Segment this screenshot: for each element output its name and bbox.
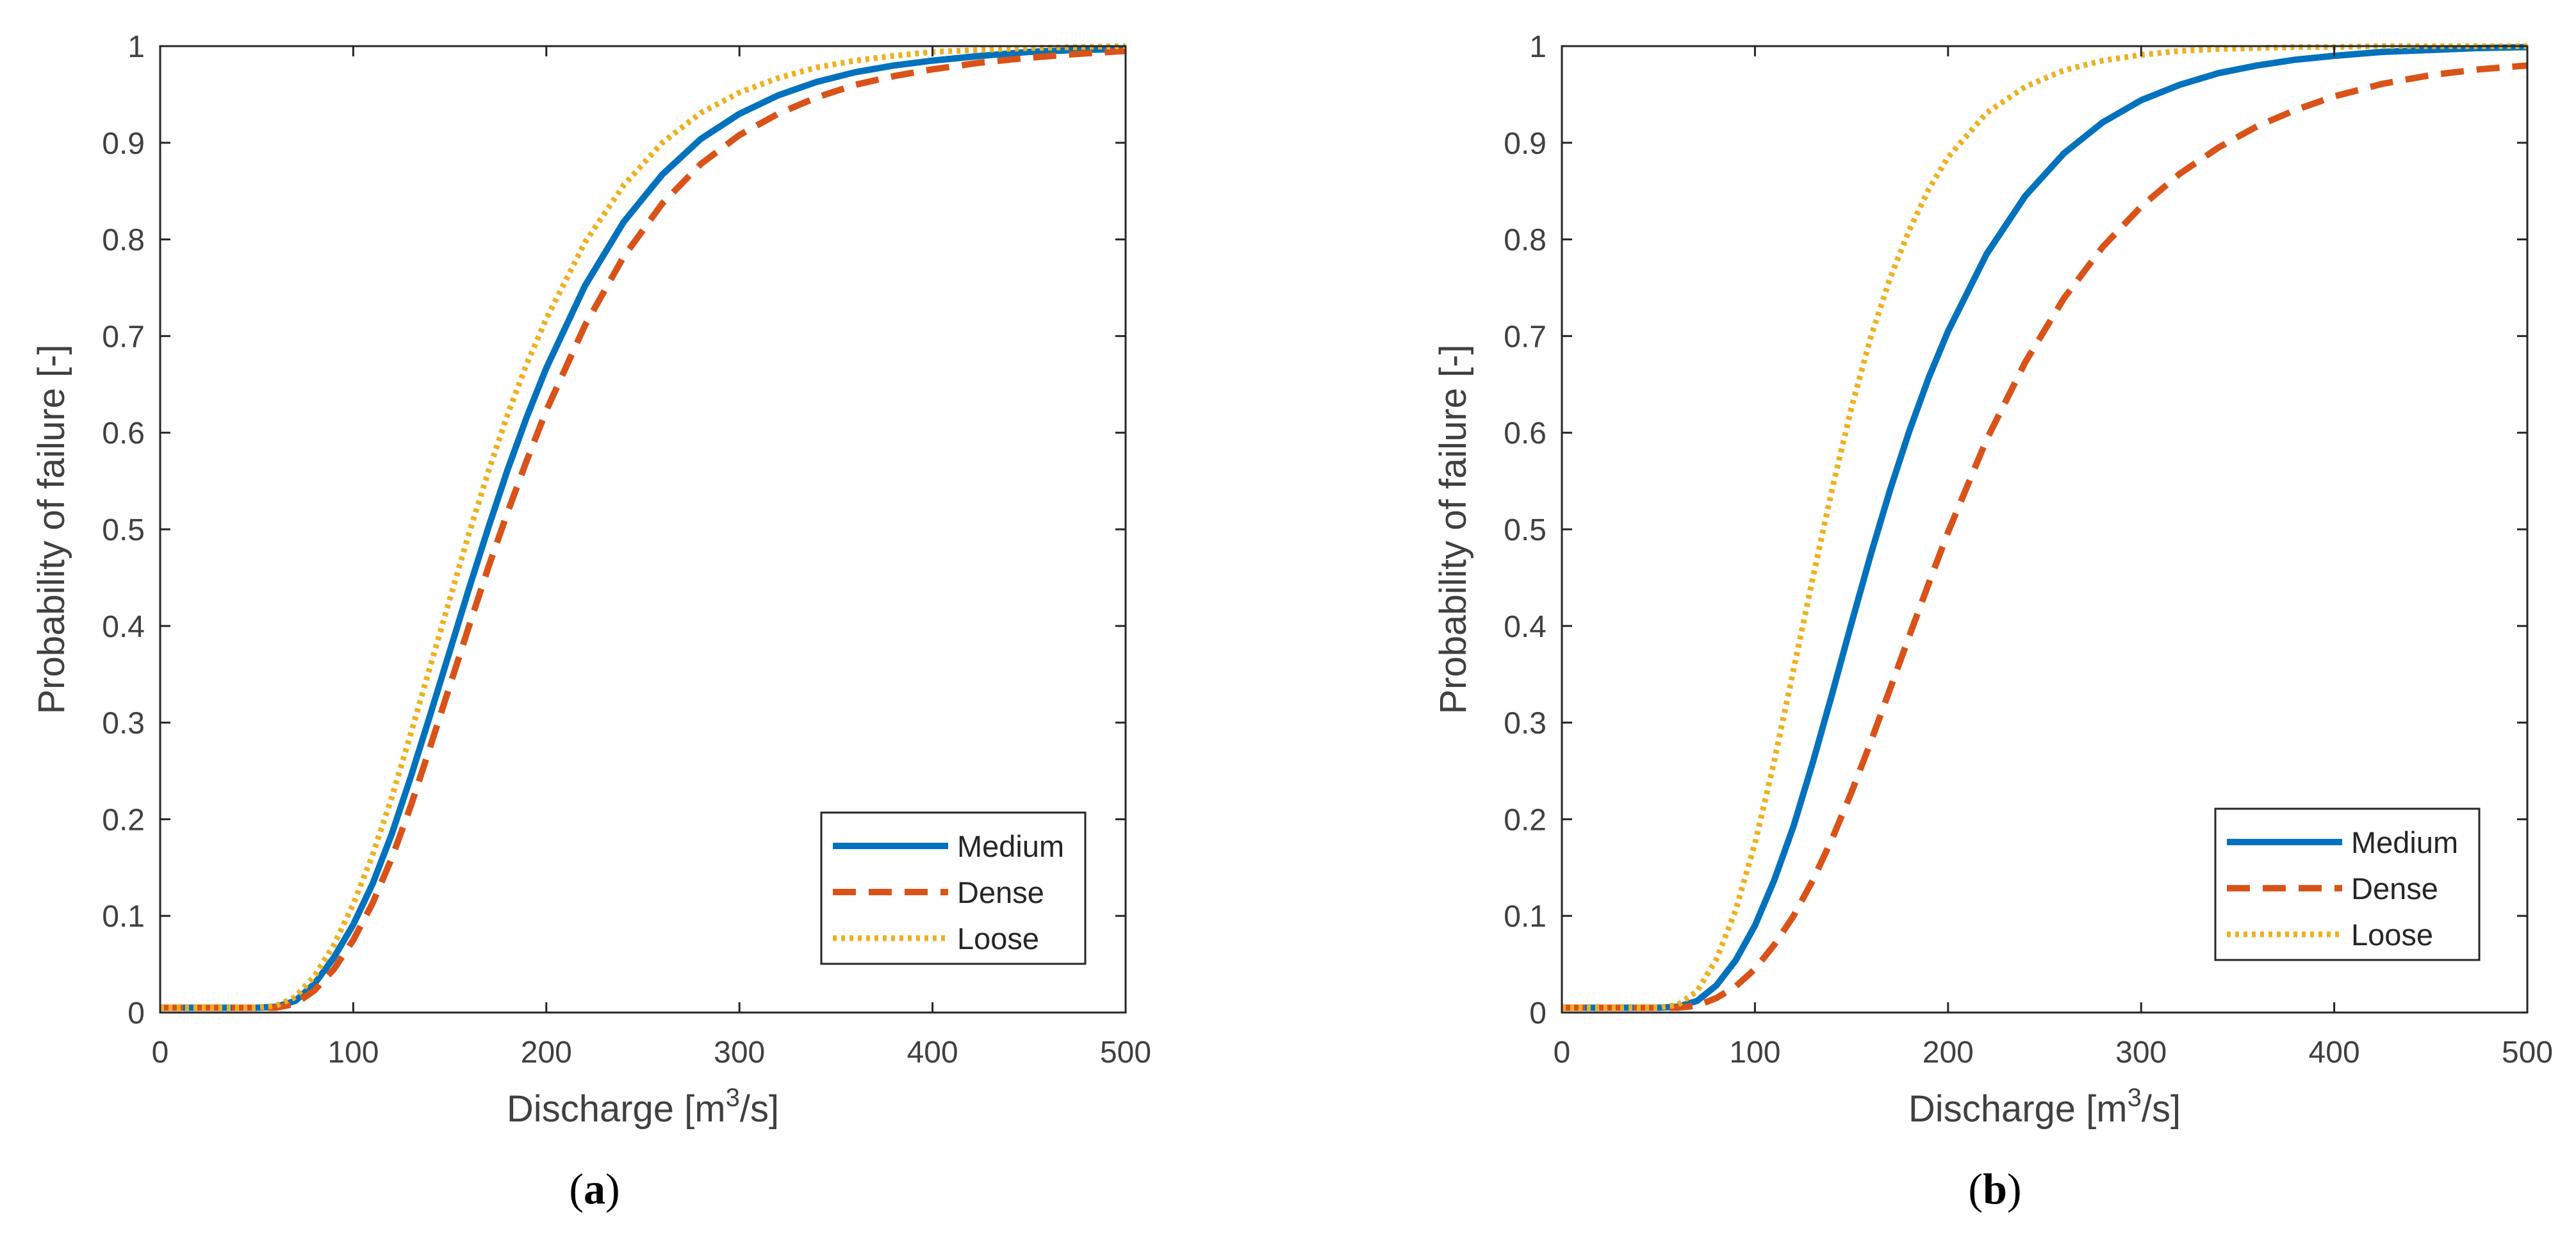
x-axis-label-end: /s] (2142, 1088, 2181, 1130)
legend-label-loose: Loose (2351, 918, 2433, 952)
panel-label-open: ( (569, 1164, 584, 1213)
y-tick-label: 0.6 (1504, 417, 1546, 451)
legend-box (820, 811, 1087, 965)
legend-label-dense: Dense (957, 875, 1044, 909)
y-tick-label: 0.4 (1504, 610, 1546, 644)
y-tick-label: 0.3 (1504, 707, 1546, 741)
panel-label: (a) (569, 1164, 619, 1213)
panel-label-open: ( (1968, 1164, 1983, 1213)
y-tick-label: 0.1 (102, 900, 145, 934)
series-line-dense (160, 47, 1126, 1011)
x-tick-label: 200 (1923, 1036, 1974, 1070)
x-tick-label: 300 (714, 1036, 765, 1070)
legend-label-loose: Loose (957, 922, 1039, 955)
x-tick-label: 400 (907, 1036, 958, 1070)
panel-label-letter: b (1983, 1164, 2007, 1213)
x-tick-label: 500 (2502, 1036, 2553, 1070)
y-tick-label: 0.6 (102, 417, 145, 451)
x-tick-label: 400 (2309, 1036, 2360, 1070)
x-axis-label-end: /s] (740, 1088, 779, 1130)
series-line-medium (160, 45, 1126, 1011)
x-tick-label: 100 (1729, 1036, 1780, 1070)
y-tick-label: 0.5 (102, 513, 145, 547)
series-lines (160, 43, 1126, 1011)
legend: Medium Dense Loose (2214, 807, 2481, 961)
y-tick-label: 0.4 (102, 610, 145, 644)
x-axis-label: Discharge [m3/s] (507, 1084, 779, 1130)
legend-box (2214, 807, 2481, 961)
y-tick-label: 1 (1529, 30, 1546, 64)
y-tick-label: 0 (127, 997, 145, 1030)
y-tick-label: 0.2 (1504, 803, 1546, 837)
x-axis-label: Discharge [m3/s] (1908, 1084, 2181, 1130)
y-tick-label: 0.8 (102, 224, 145, 258)
y-tick-label: 0.2 (102, 803, 145, 837)
y-tick-label: 0.3 (102, 707, 145, 741)
panel-label-close: ) (605, 1164, 620, 1213)
series-line-loose (160, 43, 1126, 1011)
y-tick-label: 0.7 (102, 320, 145, 354)
series-line-medium (1562, 44, 2528, 1011)
x-tick-label: 0 (152, 1036, 169, 1070)
x-tick-label: 300 (2115, 1036, 2167, 1070)
x-tick-label: 100 (327, 1036, 379, 1070)
legend: Medium Dense Loose (820, 811, 1087, 965)
x-axis-label-sup: 3 (2128, 1084, 2142, 1112)
x-axis-label-main: Discharge [m (1908, 1088, 2128, 1130)
y-tick-label: 0.7 (1504, 320, 1546, 354)
legend-label-medium: Medium (957, 829, 1064, 863)
x-tick-label: 500 (1100, 1036, 1151, 1070)
panel-label: (b) (1968, 1164, 2021, 1213)
chart-panel-a: 0 100 200 300 400 500 0 0.1 0.2 0.3 0.4 0.5 0.6 0.7 0.… (31, 30, 1151, 1213)
panel-label-letter: a (584, 1164, 605, 1213)
x-tick-label: 200 (521, 1036, 572, 1070)
legend-label-dense: Dense (2351, 872, 2438, 906)
panel-label-close: ) (2007, 1164, 2022, 1213)
y-axis-label: Probability of failure [-] (31, 344, 72, 714)
y-tick-label: 0.9 (1504, 127, 1546, 161)
series-line-dense (1562, 62, 2528, 1011)
x-axis-label-main: Discharge [m (507, 1088, 726, 1130)
y-tick-label: 0.1 (1504, 900, 1546, 934)
x-axis-label-sup: 3 (726, 1084, 740, 1112)
legend-label-medium: Medium (2351, 825, 2458, 859)
y-tick-label: 0 (1529, 997, 1546, 1030)
y-tick-label: 0.8 (1504, 224, 1546, 258)
y-axis-label: Probability of failure [-] (1432, 344, 1474, 714)
series-lines (1562, 43, 2528, 1011)
series-line-loose (1562, 43, 2527, 1011)
x-tick-label: 0 (1554, 1036, 1571, 1070)
y-tick-label: 0.5 (1504, 513, 1546, 547)
chart-panel-b: 0 100 200 300 400 500 0 0.1 0.2 0.3 0.4 0.5 0.6 0.7 0.… (1432, 30, 2553, 1213)
y-tick-label: 1 (127, 30, 145, 64)
y-tick-label: 0.9 (102, 127, 145, 161)
